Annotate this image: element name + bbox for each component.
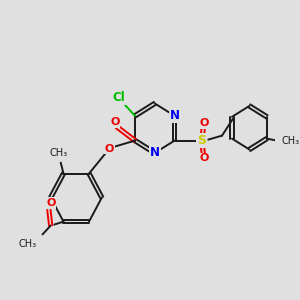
Text: S: S (197, 134, 206, 147)
Text: N: N (169, 109, 179, 122)
Text: O: O (105, 143, 114, 154)
Text: O: O (46, 198, 56, 208)
Text: O: O (199, 118, 208, 128)
Text: CH₃: CH₃ (19, 239, 37, 249)
Text: Cl: Cl (112, 92, 125, 104)
Text: O: O (199, 153, 208, 164)
Text: CH₃: CH₃ (281, 136, 299, 146)
Text: O: O (110, 117, 120, 127)
Text: N: N (150, 146, 160, 160)
Text: CH₃: CH₃ (50, 148, 68, 158)
